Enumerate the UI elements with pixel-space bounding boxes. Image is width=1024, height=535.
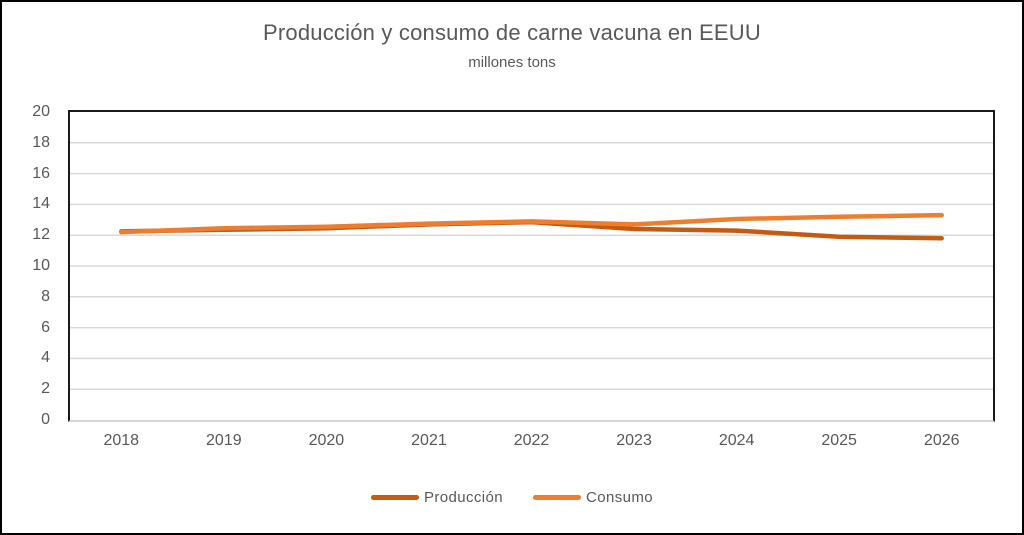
x-tick-label: 2023: [616, 432, 652, 449]
y-tick-label: 12: [32, 226, 50, 244]
legend-marker-consumo: [533, 495, 582, 500]
x-tick-label: 2022: [513, 432, 550, 449]
chart-subtitle: millones tons: [468, 54, 556, 71]
y-tick-label: 4: [41, 349, 50, 367]
legend-marker-produccion: [370, 495, 419, 500]
x-tick-label: 2026: [923, 432, 960, 449]
plot-area: [68, 110, 995, 422]
x-tick-label: 2021: [411, 432, 447, 449]
y-tick-label: 18: [32, 133, 50, 151]
y-tick-label: 20: [32, 103, 50, 120]
legend-item-produccion: Producción: [370, 489, 504, 506]
legend: Producción Consumo: [2, 489, 1022, 506]
x-tick-label: 2019: [206, 432, 242, 449]
x-tick-label: 2025: [821, 432, 857, 449]
y-tick-label: 0: [41, 411, 50, 428]
y-tick-label: 8: [41, 287, 50, 305]
y-axis: 0 2 4 6 8 10 12 14 16 18 20: [2, 103, 50, 428]
x-tick-label: 2024: [718, 432, 755, 449]
y-tick-label: 10: [32, 257, 50, 274]
y-tick-label: 2: [41, 380, 50, 398]
y-tick-label: 14: [32, 195, 50, 213]
legend-label-consumo: Consumo: [586, 489, 654, 506]
series-line-consumo: [119, 212, 944, 235]
legend-label-produccion: Producción: [423, 489, 504, 506]
chart-title: Producción y consumo de carne vacuna en …: [263, 20, 761, 45]
x-tick-label: 2020: [308, 432, 345, 449]
x-axis: 2018 2019 2020 2021 2022 2023 2024 2025 2026: [70, 430, 993, 452]
plot-canvas: [70, 142, 993, 390]
y-tick-label: 6: [41, 318, 50, 336]
legend-item-consumo: Consumo: [533, 489, 653, 506]
y-tick-label: 16: [32, 164, 50, 182]
x-tick-label: 2018: [103, 432, 140, 449]
